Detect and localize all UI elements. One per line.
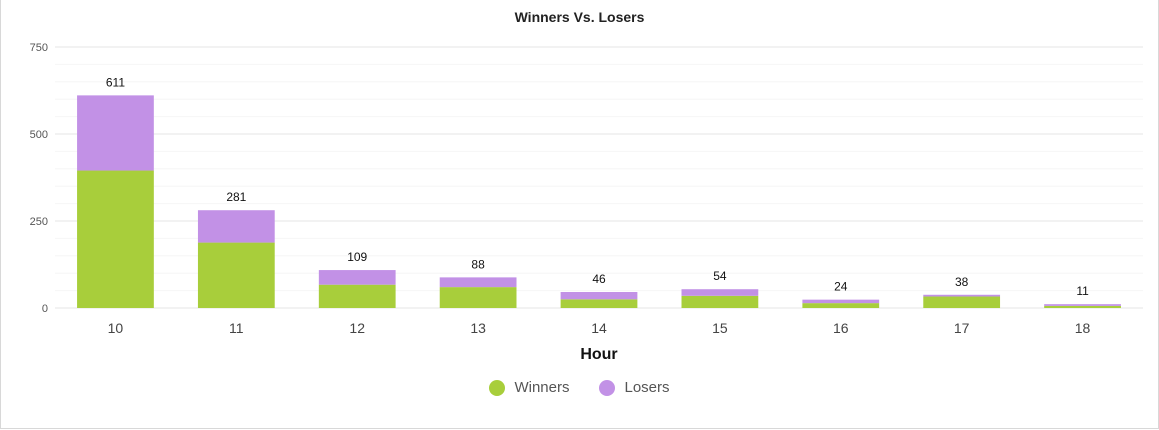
y-axis-ticks: 0 250 500 750 <box>30 42 48 315</box>
x-axis-label: Hour <box>580 346 617 363</box>
legend-item-losers[interactable]: Losers <box>599 379 670 396</box>
x-tick-label: 11 <box>229 320 244 336</box>
bar-losers-10[interactable] <box>77 95 154 171</box>
data-label-total-12: 109 <box>347 250 367 264</box>
y-tick-label: 500 <box>30 129 48 141</box>
bar-winners-11[interactable] <box>197 242 275 308</box>
x-tick-label: 10 <box>108 320 124 336</box>
legend-item-winners[interactable]: Winners <box>489 379 569 396</box>
data-label-total-17: 38 <box>955 275 969 289</box>
legend-label-winners: Winners <box>514 379 570 396</box>
bar-losers-15[interactable] <box>681 289 759 296</box>
legend-swatch-losers <box>599 379 616 396</box>
data-label-total-15: 54 <box>713 269 727 283</box>
bar-winners-13[interactable] <box>439 287 517 308</box>
bar-winners-16[interactable] <box>802 303 880 308</box>
data-label-total-11: 281 <box>226 190 246 204</box>
bar-losers-12[interactable] <box>318 270 396 285</box>
x-tick-label: 14 <box>591 320 607 336</box>
data-label-total-14: 46 <box>592 272 606 286</box>
bar-winners-12[interactable] <box>318 284 396 308</box>
bar-losers-17[interactable] <box>923 294 1001 297</box>
bar-winners-17[interactable] <box>923 296 1001 308</box>
x-tick-label: 16 <box>833 320 849 336</box>
data-label-total-18: 11 <box>1076 284 1089 298</box>
data-label-total-13: 88 <box>471 257 485 271</box>
data-labels: 611 281 109 88 46 54 24 38 11 <box>106 75 1089 298</box>
chart-title: Winners Vs. Losers <box>514 9 645 25</box>
bars <box>77 95 1121 308</box>
y-tick-label: 750 <box>30 42 48 54</box>
data-label-total-16: 24 <box>834 280 848 294</box>
bar-winners-15[interactable] <box>681 295 759 308</box>
y-tick-label: 250 <box>30 216 48 228</box>
bar-winners-14[interactable] <box>560 299 638 308</box>
y-tick-label: 0 <box>42 303 48 315</box>
x-axis-ticks: 10 11 12 13 14 15 16 17 18 <box>108 320 1091 336</box>
x-tick-label: 15 <box>712 320 728 336</box>
legend-label-losers: Losers <box>624 379 670 396</box>
bar-losers-14[interactable] <box>560 291 638 300</box>
x-tick-label: 18 <box>1075 320 1091 336</box>
legend-swatch-winners <box>489 379 506 396</box>
grid-lines <box>55 46 1143 309</box>
bar-losers-18[interactable] <box>1044 304 1121 306</box>
bar-losers-13[interactable] <box>439 277 517 288</box>
x-tick-label: 12 <box>349 320 365 336</box>
bar-winners-18[interactable] <box>1044 305 1121 308</box>
x-tick-label: 13 <box>470 320 486 336</box>
bar-winners-10[interactable] <box>77 170 154 308</box>
x-tick-label: 17 <box>954 320 970 336</box>
legend: Winners Losers <box>0 379 1159 396</box>
bar-losers-16[interactable] <box>802 299 880 304</box>
bar-losers-11[interactable] <box>197 210 275 243</box>
data-label-total-10: 611 <box>106 75 125 89</box>
